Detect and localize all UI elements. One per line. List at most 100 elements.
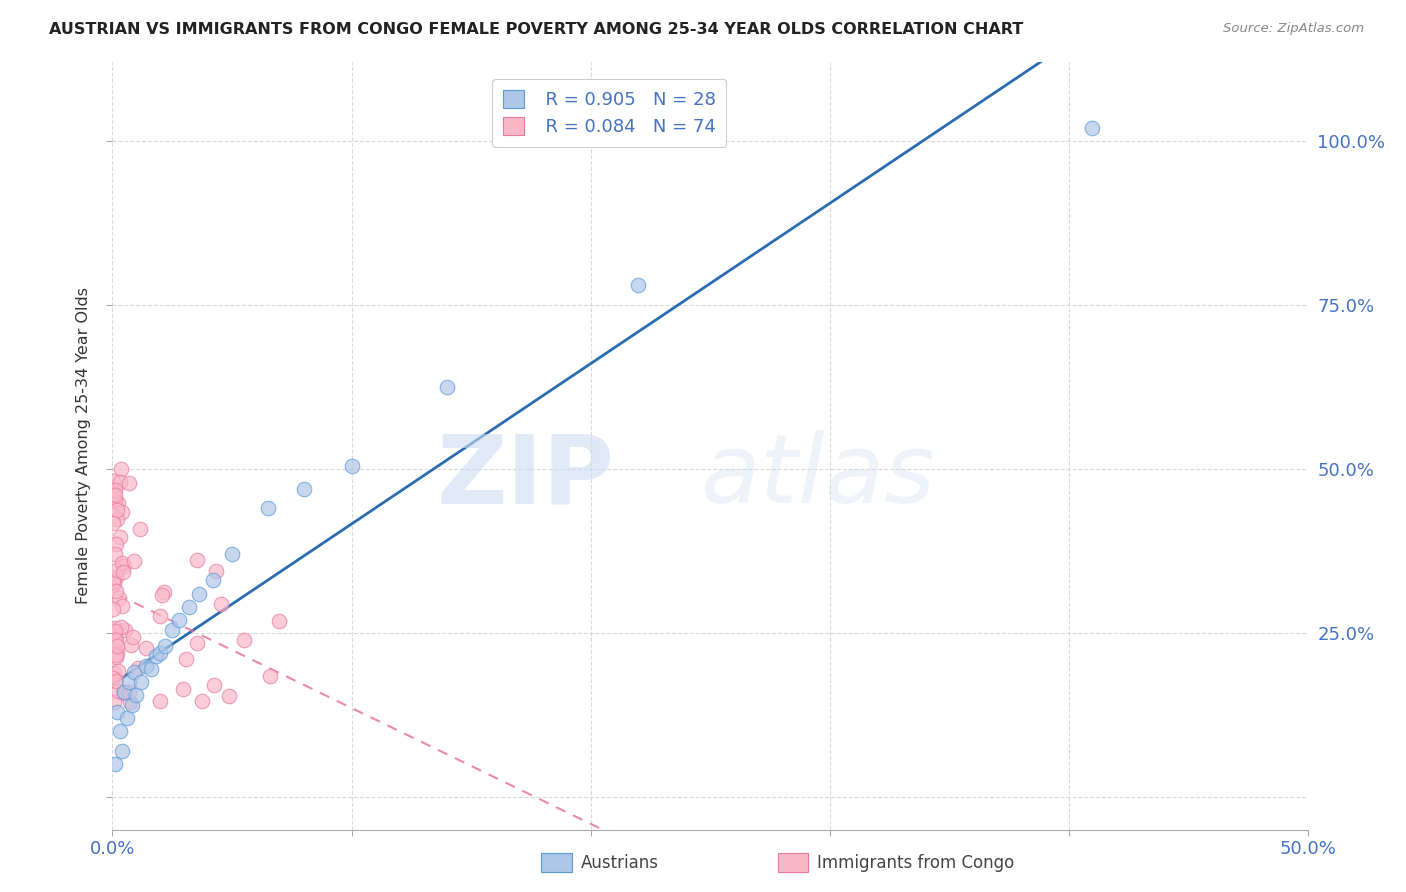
Point <box>103 637 125 651</box>
Point <box>257 501 280 516</box>
Point <box>149 646 172 660</box>
Point <box>202 677 225 691</box>
Point <box>104 624 127 639</box>
Point <box>108 724 131 739</box>
Point <box>108 531 131 545</box>
Point <box>112 566 135 580</box>
Text: Austrians: Austrians <box>581 854 658 871</box>
Point <box>117 476 139 491</box>
Point <box>101 474 124 488</box>
Point <box>114 685 135 699</box>
Point <box>135 641 157 656</box>
Point <box>104 632 127 647</box>
Point <box>101 672 124 686</box>
Point <box>104 621 127 635</box>
Text: AUSTRIAN VS IMMIGRANTS FROM CONGO FEMALE POVERTY AMONG 25-34 YEAR OLDS CORRELATI: AUSTRIAN VS IMMIGRANTS FROM CONGO FEMALE… <box>49 22 1024 37</box>
Point <box>104 637 127 651</box>
Point <box>292 482 315 496</box>
Point <box>191 694 214 708</box>
Point <box>153 639 176 653</box>
Point <box>114 685 136 699</box>
Point <box>120 638 142 652</box>
Point <box>111 686 134 700</box>
Point <box>187 586 209 600</box>
Text: Source: ZipAtlas.com: Source: ZipAtlas.com <box>1223 22 1364 36</box>
Point <box>218 689 240 703</box>
Point <box>122 665 145 680</box>
Point <box>114 623 136 637</box>
Point <box>150 588 173 602</box>
Point <box>121 630 143 644</box>
Point <box>209 597 232 611</box>
Point <box>103 666 125 681</box>
Point <box>104 488 127 502</box>
Point <box>105 503 128 517</box>
Point <box>107 684 129 698</box>
Point <box>105 536 128 550</box>
Point <box>125 688 148 702</box>
Point <box>111 556 134 570</box>
Legend:   R = 0.905   N = 28,   R = 0.084   N = 74: R = 0.905 N = 28, R = 0.084 N = 74 <box>492 79 727 146</box>
Point <box>101 578 124 592</box>
Point <box>105 705 128 719</box>
Point <box>105 512 128 526</box>
Point <box>120 695 142 709</box>
Point <box>111 599 134 613</box>
Point <box>104 584 127 599</box>
Point <box>201 574 224 588</box>
Point <box>107 495 129 509</box>
Point <box>135 658 157 673</box>
Point <box>104 547 127 561</box>
Point <box>149 693 172 707</box>
Point <box>104 493 127 508</box>
Point <box>267 614 290 628</box>
Point <box>122 554 145 568</box>
Point <box>149 609 172 624</box>
Point <box>172 682 194 697</box>
Point <box>105 570 128 584</box>
Text: ZIP: ZIP <box>436 430 614 524</box>
Point <box>627 278 650 293</box>
Point <box>118 675 141 690</box>
Point <box>121 698 143 712</box>
Point <box>101 484 124 499</box>
Point <box>101 602 124 616</box>
Point <box>129 675 152 690</box>
Point <box>259 669 281 683</box>
Point <box>340 458 363 473</box>
Point <box>103 695 125 709</box>
Point <box>110 620 132 634</box>
Point <box>107 664 129 678</box>
Point <box>118 685 141 699</box>
Point <box>103 632 125 646</box>
Point <box>232 633 254 648</box>
Point <box>112 558 135 573</box>
Point <box>177 599 200 614</box>
Point <box>169 613 191 627</box>
Point <box>111 744 134 758</box>
Point <box>186 636 208 650</box>
Point <box>104 674 127 689</box>
Point <box>103 576 125 591</box>
Point <box>174 651 197 665</box>
Point <box>108 591 131 605</box>
Point <box>1081 121 1104 136</box>
Point <box>204 565 226 579</box>
Y-axis label: Female Poverty Among 25-34 Year Olds: Female Poverty Among 25-34 Year Olds <box>76 287 91 605</box>
Point <box>115 711 138 725</box>
Point <box>111 505 134 519</box>
Point <box>127 661 149 675</box>
Point <box>105 563 128 577</box>
Point <box>101 574 124 588</box>
Point <box>110 462 132 476</box>
Text: Immigrants from Congo: Immigrants from Congo <box>817 854 1014 871</box>
Point <box>145 648 167 663</box>
Point <box>162 623 183 637</box>
Point <box>221 547 243 561</box>
Point <box>139 662 162 676</box>
Point <box>105 648 128 662</box>
Point <box>108 475 131 490</box>
Point <box>186 553 208 567</box>
Point <box>104 650 127 665</box>
Point <box>104 756 127 771</box>
